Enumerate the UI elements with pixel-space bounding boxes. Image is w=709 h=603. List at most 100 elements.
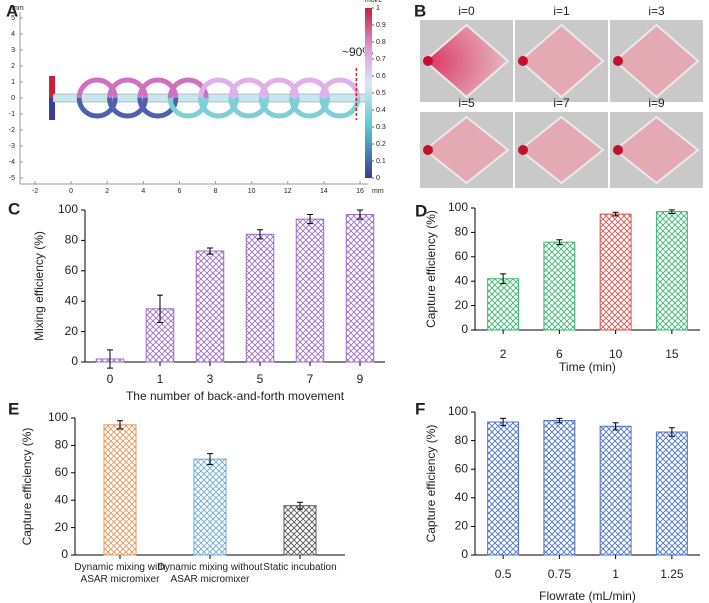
y-tick-label: 60 [455, 249, 469, 263]
colorbar-tick-label: 0.1 [376, 158, 386, 165]
bar [283, 505, 317, 556]
y-axis-label: Capture efficiency (%) [20, 428, 34, 546]
x-axis-label: Time (min) [559, 360, 616, 374]
x-tick-label: 8 [214, 188, 218, 195]
y-axis-label: Mixing efficiency (%) [32, 231, 46, 341]
y-tick-label: -2 [9, 127, 15, 134]
ring-top [289, 77, 330, 99]
error-bar [307, 214, 313, 225]
bar [655, 211, 688, 331]
x-tick-label: 10 [248, 188, 256, 195]
inlet-dot [518, 56, 528, 66]
photo-label: i=0 [458, 4, 475, 18]
error-bar [207, 453, 213, 466]
y-tick-label: -3 [9, 143, 15, 150]
y-tick-label: 60 [65, 263, 79, 277]
error-bar [357, 209, 363, 220]
ring-top [137, 77, 179, 99]
ring-bottom [258, 97, 300, 119]
colorbar-tick-label: 0.5 [376, 90, 386, 97]
x-tick-label-box: Dynamic mixing without ASAR micromixer [157, 562, 262, 585]
y-tick-label: 100 [48, 410, 68, 424]
ring-bottom [137, 97, 179, 119]
ring-top [228, 77, 270, 99]
inlet [49, 98, 56, 120]
error-bar [556, 239, 563, 246]
y-axis-label: Capture efficiency (%) [424, 425, 438, 543]
x-tick-label: 1 [157, 372, 164, 386]
ring-bottom [228, 97, 270, 119]
bar [345, 214, 375, 363]
bar [487, 421, 520, 556]
y-tick-label: 4 [11, 31, 15, 38]
error-bar [668, 209, 675, 214]
y-tick-label: -4 [9, 159, 15, 166]
y-tick-label: 2 [11, 63, 15, 70]
inlet-dot [518, 145, 528, 155]
inlet-dot [613, 145, 623, 155]
y-tick-label: 20 [455, 298, 469, 312]
inlet-dot [613, 56, 623, 66]
error-bar [500, 417, 507, 427]
x-tick-label: 0.75 [548, 567, 572, 581]
photo-label: i=7 [553, 96, 570, 110]
error-bar [297, 501, 303, 510]
error-bar [556, 417, 563, 424]
ring-top [319, 77, 361, 99]
y-tick-label: 0 [71, 354, 78, 368]
inlet [49, 76, 56, 98]
y-tick-label: 40 [65, 293, 79, 307]
bar [103, 424, 137, 556]
bar [193, 458, 227, 556]
x-tick-label: 15 [665, 347, 679, 361]
x-tick-label: 3 [207, 372, 214, 386]
y-tick-label: -5 [9, 175, 15, 182]
y-tick-label: 5 [11, 15, 15, 22]
panel-label: D [415, 201, 427, 220]
x-tick-label: 9 [357, 372, 364, 386]
error-bar [612, 211, 619, 217]
y-tick-label: 40 [55, 492, 69, 506]
colorbar-tick-label: 1 [376, 5, 380, 12]
bar [295, 218, 325, 363]
ring-bottom [198, 97, 239, 119]
panel-label: A [6, 1, 18, 20]
x-tick-label: 0.5 [495, 567, 512, 581]
inlet-dot [423, 145, 433, 155]
ring-top [76, 77, 118, 99]
y-tick-label: 0 [11, 95, 15, 102]
error-bar [668, 427, 675, 437]
ring-bottom [289, 97, 330, 119]
y-tick-label: 3 [11, 47, 15, 54]
bar [543, 420, 576, 556]
ring-bottom [76, 97, 118, 119]
y-tick-label: 0 [461, 547, 468, 561]
bar [599, 213, 632, 331]
y-tick-label: 20 [55, 520, 69, 534]
y-tick-label: 20 [455, 519, 469, 533]
x-tick-label: 0 [69, 188, 73, 195]
y-tick-label: 100 [448, 404, 468, 418]
x-tick-label: -2 [32, 188, 38, 195]
y-tick-label: 0 [61, 547, 68, 561]
x-axis-label: The number of back-and-forth movement [126, 389, 345, 403]
y-tick-label: -1 [9, 111, 15, 118]
panel-label: E [8, 399, 19, 418]
x-tick-label: 14 [320, 188, 328, 195]
chip [518, 23, 605, 99]
photo-label: i=3 [648, 4, 665, 18]
error-bar [612, 422, 619, 431]
panel-label: C [8, 199, 20, 218]
bar [599, 425, 632, 556]
chip [423, 23, 510, 99]
y-tick-label: 80 [455, 433, 469, 447]
panel-label: B [414, 1, 426, 20]
chip [613, 115, 700, 185]
y-unit: mm [12, 5, 24, 12]
y-tick-label: 0 [461, 322, 468, 336]
y-tick-label: 80 [455, 225, 469, 239]
chip [518, 115, 605, 185]
bar [487, 278, 520, 331]
ring-top [258, 77, 300, 99]
